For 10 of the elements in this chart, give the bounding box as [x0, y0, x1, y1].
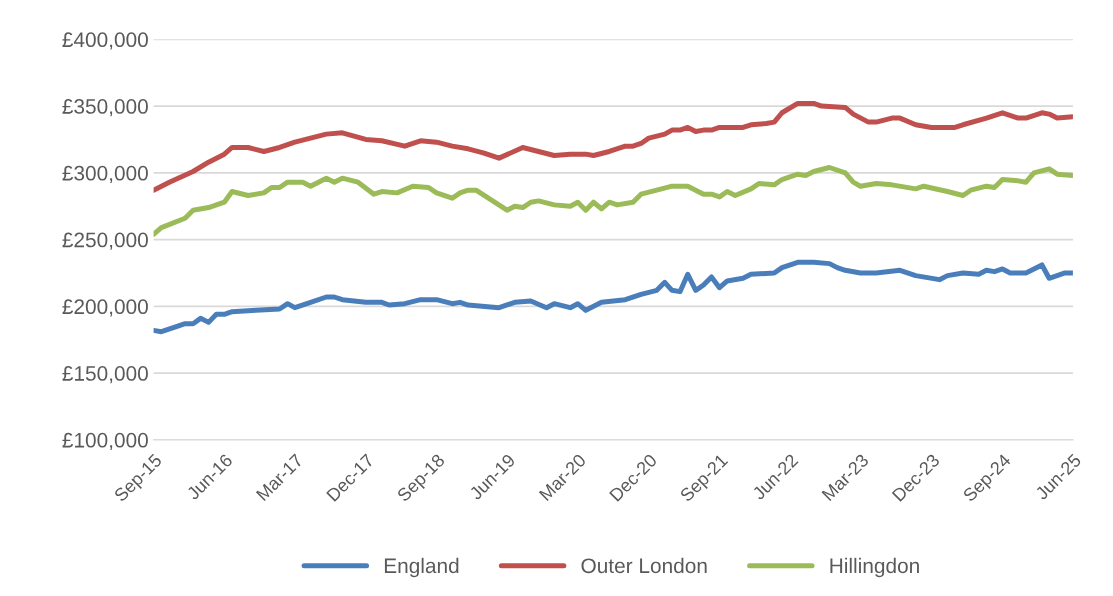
legend-label: England [384, 557, 459, 578]
y-tick-label: £150,000 [62, 366, 148, 384]
y-tick-label: £400,000 [62, 32, 148, 50]
legend-label: Outer London [581, 557, 707, 574]
y-tick-label: £200,000 [62, 299, 148, 317]
y-tick-label: £250,000 [62, 232, 148, 250]
y-tick-label: £300,000 [62, 165, 148, 184]
y-tick-label: £100,000 [62, 432, 148, 451]
legend-label: Hillingdon [830, 557, 919, 578]
y-tick-label: £350,000 [62, 99, 148, 117]
